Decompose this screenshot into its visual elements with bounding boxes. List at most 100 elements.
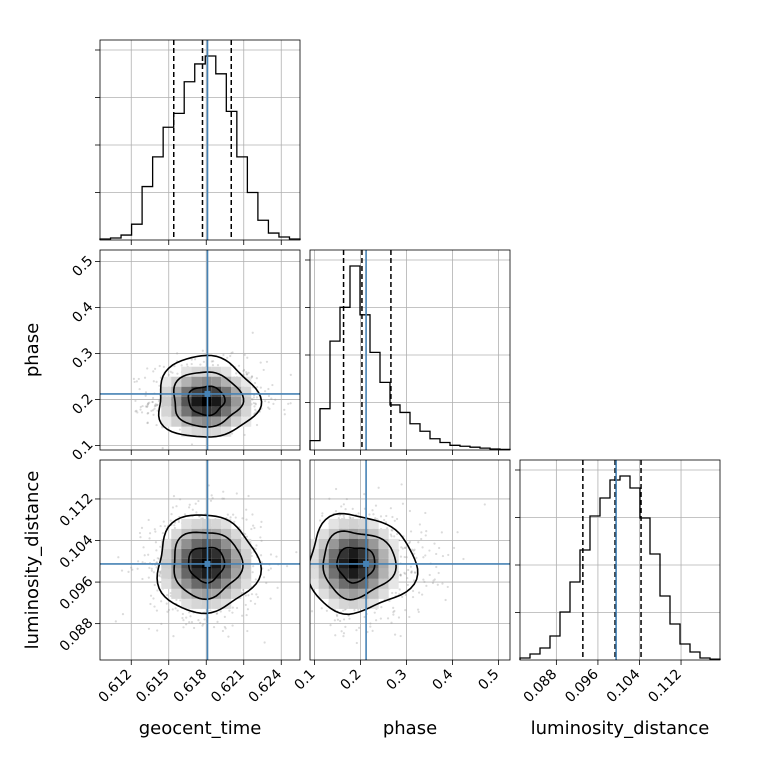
sample-point <box>413 552 416 555</box>
density-cell <box>181 568 192 579</box>
sample-point <box>188 611 191 614</box>
density-cell <box>310 568 319 579</box>
sample-point <box>403 555 406 559</box>
sample-point <box>394 591 397 594</box>
density-cell <box>181 548 192 559</box>
sample-point <box>433 542 436 545</box>
density-cell <box>368 598 379 609</box>
sample-point <box>375 619 378 622</box>
sample-point <box>212 626 216 629</box>
sample-point <box>303 550 305 552</box>
sample-point <box>406 576 409 580</box>
sample-point <box>436 583 439 586</box>
density-cell <box>191 528 202 539</box>
density-cell <box>181 518 192 529</box>
sample-point <box>333 619 336 622</box>
sample-point <box>147 402 150 405</box>
sample-point <box>194 502 197 505</box>
sample-point <box>162 520 165 523</box>
sample-point <box>441 582 444 585</box>
sample-point <box>245 518 248 521</box>
density-cell <box>318 588 329 599</box>
sample-point <box>353 609 356 612</box>
sample-point <box>325 609 328 612</box>
sample-point <box>192 626 196 630</box>
sample-point <box>136 411 139 414</box>
sample-point <box>403 546 407 550</box>
sample-point <box>190 358 193 361</box>
sample-point <box>389 507 392 510</box>
sample-point <box>253 602 257 605</box>
density-cell <box>221 406 232 417</box>
sample-point <box>269 553 273 556</box>
sample-point <box>144 391 148 394</box>
sample-point <box>230 432 234 435</box>
sample-point <box>373 611 376 614</box>
sample-point <box>406 583 409 587</box>
density-cell <box>318 528 329 539</box>
sample-point <box>267 387 270 391</box>
sample-point <box>342 632 346 635</box>
density-cell <box>368 588 379 599</box>
sample-point <box>152 413 155 416</box>
sample-point <box>242 373 245 376</box>
sample-point <box>158 364 161 368</box>
x-tick-label: 0.4 <box>429 666 456 693</box>
sample-point <box>212 360 215 363</box>
sample-point <box>393 519 396 522</box>
sample-point <box>235 372 238 375</box>
density-cell <box>231 396 242 407</box>
sample-point <box>159 572 162 575</box>
x-tick-label: 0.615 <box>133 666 173 706</box>
density-cell <box>318 538 329 549</box>
density-cell <box>358 518 369 529</box>
sample-point <box>149 602 152 606</box>
density-cell <box>211 416 222 427</box>
density-cell <box>181 426 192 437</box>
sample-point <box>255 377 258 380</box>
sample-point <box>211 364 215 367</box>
sample-point <box>152 571 155 574</box>
sample-point <box>173 364 176 368</box>
density-cell <box>211 376 222 387</box>
sample-point <box>335 613 338 616</box>
sample-point <box>162 365 165 368</box>
sample-point <box>148 566 151 569</box>
sample-point <box>152 396 155 400</box>
density-cell <box>338 518 349 529</box>
sample-point <box>295 551 298 554</box>
sample-point <box>190 362 193 366</box>
sample-point <box>342 609 345 612</box>
sample-point <box>154 404 157 407</box>
sample-point <box>431 581 435 585</box>
density-cell <box>171 548 182 559</box>
density-cell <box>328 568 339 579</box>
panel-frame <box>519 459 721 661</box>
sample-point <box>418 523 421 526</box>
sample-point <box>416 608 420 611</box>
sample-point <box>250 375 254 378</box>
sample-point <box>121 613 125 616</box>
panel-frame <box>309 459 511 661</box>
sample-point <box>147 553 150 556</box>
sample-point <box>283 413 286 416</box>
density-cell <box>181 386 192 397</box>
sample-point <box>235 492 238 495</box>
sample-point <box>185 616 188 619</box>
sample-point <box>276 586 279 589</box>
sample-point <box>340 505 343 508</box>
density-cell <box>211 386 222 397</box>
density-cell <box>181 538 192 549</box>
sample-point <box>147 576 150 579</box>
sample-point <box>390 621 393 624</box>
sample-point <box>372 513 375 516</box>
density-cell <box>358 598 369 609</box>
sample-point <box>155 609 159 612</box>
sample-point <box>422 578 425 581</box>
sample-point <box>371 509 374 512</box>
sample-point <box>149 594 153 597</box>
density-cell <box>161 568 172 579</box>
sample-point <box>171 506 175 509</box>
sample-point <box>414 571 417 574</box>
x-axis-label-luminosity_distance: luminosity_distance <box>531 718 710 739</box>
